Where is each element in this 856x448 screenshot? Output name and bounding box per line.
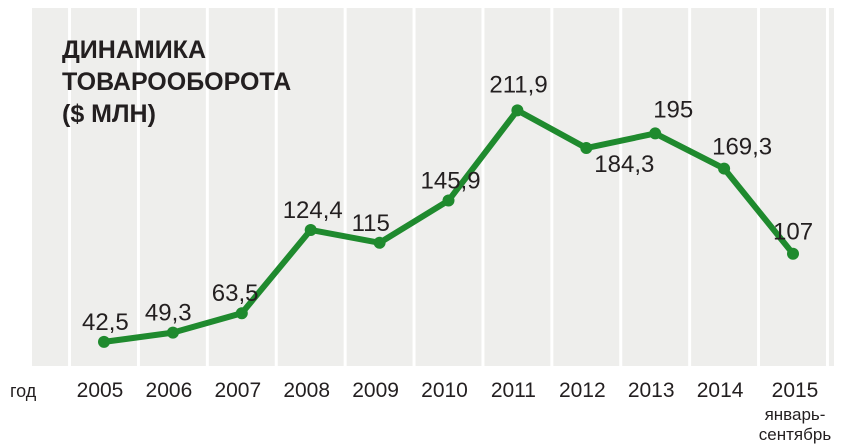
data-point	[511, 104, 524, 117]
x-tick-label: 2009	[352, 379, 399, 402]
x-axis-label: год	[10, 381, 37, 401]
x-tick-label: 2008	[283, 379, 330, 402]
data-label: 49,3	[145, 300, 192, 327]
x-axis: 2005 2006 2007 2008 2009 2010 2011 2012 2013 2014…	[77, 379, 832, 444]
data-label: 115	[352, 210, 390, 237]
x-tick-label: 2007	[214, 379, 261, 402]
data-label: 63,5	[212, 280, 259, 307]
x-tick-label: 2015	[772, 379, 819, 402]
chart-title-line: ТОВАРООБОРОТА	[62, 68, 291, 96]
data-point	[718, 162, 731, 175]
data-point	[166, 326, 179, 339]
data-point	[580, 142, 593, 155]
data-point	[442, 194, 455, 207]
x-tick-label: 2012	[559, 379, 606, 402]
x-tick-sublabel: сентябрь	[759, 425, 832, 444]
data-label: 107	[773, 219, 813, 246]
plot-background	[32, 8, 834, 366]
chart-title-line: ($ МЛН)	[62, 100, 156, 128]
x-tick-label: 2006	[146, 379, 193, 402]
x-tick-label: 2005	[77, 379, 124, 402]
data-point	[373, 236, 386, 249]
data-label: 42,5	[82, 309, 129, 336]
data-point	[787, 247, 799, 260]
data-label: 124,4	[283, 197, 343, 224]
data-label: 145,9	[421, 168, 481, 195]
x-tick-sublabel: январь-	[765, 405, 826, 424]
data-points	[98, 104, 799, 348]
chart-title-line: ДИНАМИКА	[62, 36, 206, 64]
data-label: 169,3	[712, 134, 772, 161]
data-point	[304, 223, 317, 236]
data-labels: 42,5 49,3 63,5 124,4 115 145,9 211,9 184,3 195 16…	[82, 71, 813, 336]
data-point	[235, 307, 248, 320]
x-tick-label: 2013	[628, 379, 675, 402]
data-label: 184,3	[594, 151, 654, 178]
data-point	[649, 127, 662, 140]
x-tick-label: 2010	[421, 379, 468, 402]
x-tick-label: 2011	[491, 379, 536, 402]
data-label: 211,9	[489, 71, 547, 98]
chart-title: ДИНАМИКА ТОВАРООБОРОТА ($ МЛН)	[62, 36, 291, 128]
x-tick-label: 2014	[697, 379, 744, 402]
data-point	[98, 335, 110, 348]
data-label: 195	[653, 96, 693, 123]
grid-lines	[68, 8, 829, 366]
